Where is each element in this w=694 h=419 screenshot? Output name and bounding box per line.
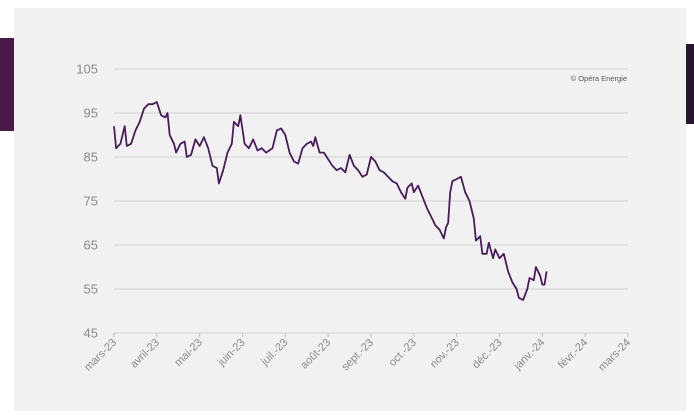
y-tick-label: 65 (84, 238, 98, 253)
right-accent-tab (686, 44, 694, 124)
x-tick-label: mars-24 (596, 337, 633, 374)
x-tick-label: janv.-24 (511, 337, 547, 373)
y-tick-label: 85 (84, 150, 98, 165)
x-tick-label: oct.-23 (387, 337, 419, 369)
y-tick-label: 55 (84, 282, 98, 297)
chart-card (14, 8, 686, 411)
left-accent-tab (0, 38, 14, 131)
x-tick-label: août-23 (298, 337, 333, 372)
y-tick-label: 75 (84, 194, 98, 209)
x-tick-label: sept.-23 (340, 337, 377, 374)
x-axis-ticks: mars-23 avril-23 mai-23 juin-23 juil.-23 août… (82, 333, 633, 374)
y-tick-label: 45 (84, 326, 98, 341)
y-tick-label: 95 (84, 106, 98, 121)
x-tick-label: mai-23 (173, 337, 205, 369)
y-tick-label: 105 (76, 62, 98, 77)
y-axis-ticks: 105 95 85 75 65 55 45 (76, 62, 98, 341)
x-tick-label: févr.-24 (556, 337, 590, 371)
x-tick-label: juil.-23 (258, 337, 290, 369)
x-tick-label: mars-23 (82, 337, 119, 374)
grid-lines (114, 68, 628, 334)
x-tick-label: avril-23 (128, 337, 162, 371)
series-line (113, 101, 548, 301)
x-tick-label: déc.-23 (470, 337, 504, 371)
credit-text: © Opéra Energie (571, 74, 627, 83)
x-tick-label: juin-23 (215, 337, 248, 370)
x-tick-label: nov.-23 (428, 337, 462, 371)
